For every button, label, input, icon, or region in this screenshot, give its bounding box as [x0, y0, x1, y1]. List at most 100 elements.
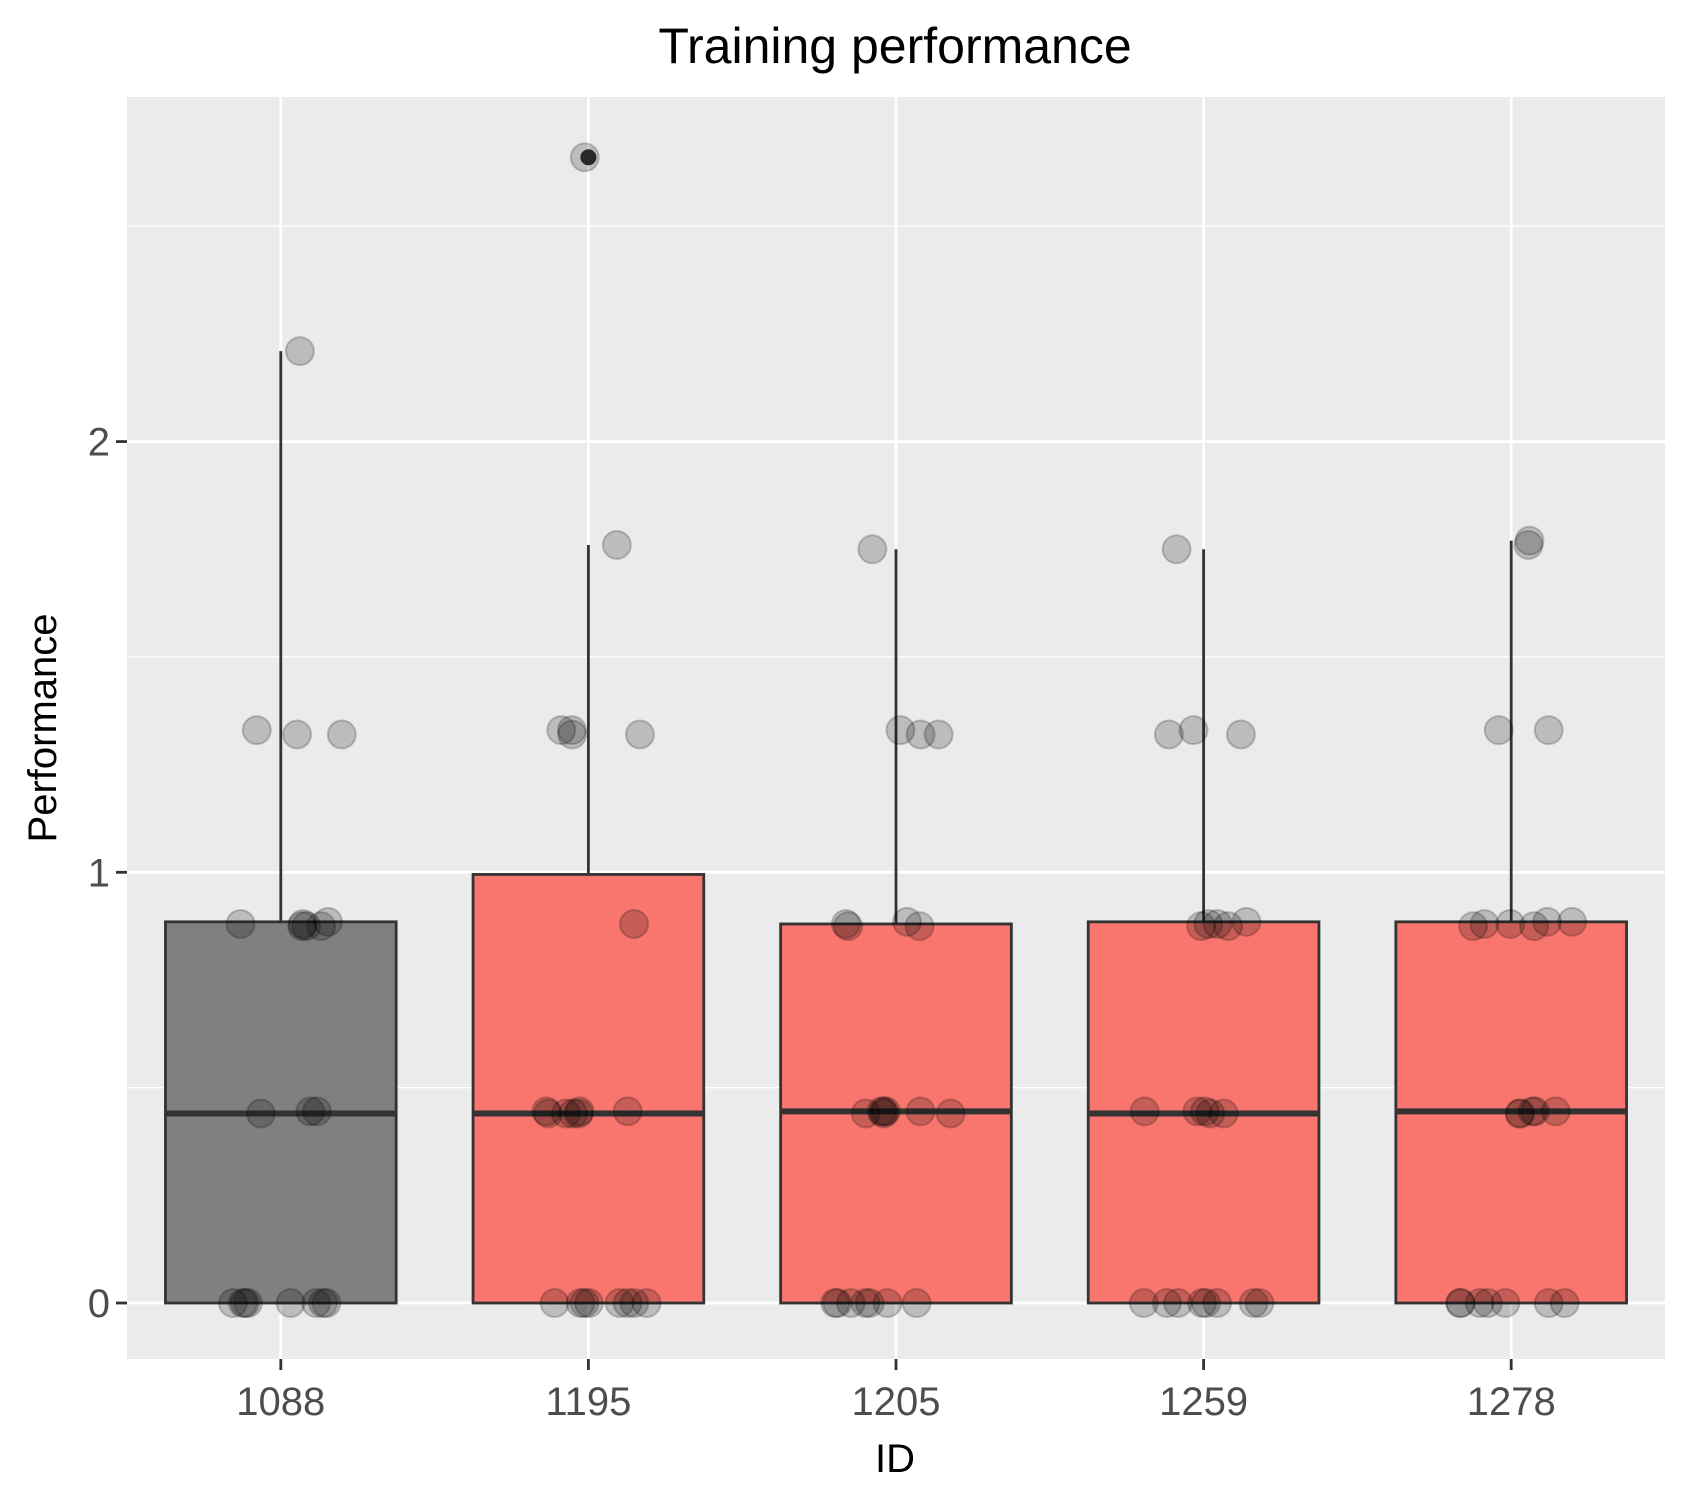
data-point [311, 1288, 342, 1319]
data-point [1513, 529, 1544, 560]
data-point [546, 715, 577, 746]
x-tick-label: 1259 [1159, 1380, 1248, 1424]
data-point [891, 906, 922, 937]
data-point [1178, 715, 1209, 746]
data-point [556, 715, 587, 746]
axes: 0 1 2 1088 1195 1205 1259 1278 [88, 421, 1556, 1424]
data-point [287, 908, 318, 939]
data-point [835, 1288, 866, 1319]
data-point [1483, 715, 1514, 746]
data-point [820, 1288, 851, 1319]
data-point [1129, 1096, 1160, 1127]
data-point [619, 908, 650, 939]
data-point [1162, 1288, 1193, 1319]
data-point [225, 908, 256, 939]
data-point [1190, 1288, 1221, 1319]
data-point [1244, 1288, 1275, 1319]
data-point [1208, 1098, 1239, 1129]
data-point [295, 1096, 326, 1127]
x-tick-label: 1205 [852, 1380, 941, 1424]
data-point [1540, 1096, 1571, 1127]
data-point [301, 1096, 332, 1127]
data-point [1186, 911, 1217, 942]
data-point [870, 1096, 901, 1127]
data-point [1238, 1288, 1269, 1319]
data-point [1504, 1098, 1535, 1129]
data-point [564, 1096, 595, 1127]
data-point [624, 719, 655, 750]
data-point [1532, 906, 1563, 937]
data-point [1490, 1288, 1521, 1319]
data-point [1182, 1096, 1213, 1127]
data-point [1495, 908, 1526, 939]
data-point [868, 1098, 899, 1129]
boxes [164, 873, 1628, 1305]
data-point [539, 1288, 570, 1319]
data-point [301, 1288, 332, 1319]
data-point [1519, 1096, 1550, 1127]
data-point [312, 906, 343, 937]
x-tick-label: 1195 [545, 1380, 631, 1424]
data-point [1514, 525, 1545, 556]
data-point [573, 1288, 604, 1319]
data-point [872, 1288, 903, 1319]
data-point [550, 1098, 581, 1129]
data-point [1557, 906, 1588, 937]
data-point [229, 1288, 260, 1319]
data-point [1458, 911, 1489, 942]
data-point [284, 336, 315, 367]
data-point [533, 1098, 564, 1129]
x-tick-label: 1088 [236, 1380, 325, 1424]
data-point [1213, 911, 1244, 942]
data-point [850, 1288, 881, 1319]
data-point [1202, 908, 1233, 939]
data-point [306, 911, 337, 942]
data-point [923, 719, 954, 750]
data-point [326, 719, 357, 750]
data-point [291, 911, 322, 942]
data-point [227, 1288, 258, 1319]
data-point [612, 1096, 643, 1127]
data-point [619, 1288, 650, 1319]
x-axis-title: ID [875, 1437, 915, 1481]
data-point [935, 1098, 966, 1129]
data-point [1505, 1098, 1536, 1129]
data-point [604, 1288, 635, 1319]
data-point [1231, 906, 1262, 937]
data-point [905, 1096, 936, 1127]
data-point [868, 1096, 899, 1127]
data-point [1153, 719, 1184, 750]
data-point [1533, 715, 1564, 746]
data-point [557, 719, 588, 750]
data-point [1469, 908, 1500, 939]
data-point [601, 529, 632, 560]
data-point [612, 1288, 643, 1319]
y-tick-label: 1 [88, 851, 110, 895]
data-point [1533, 1288, 1564, 1319]
data-point [245, 1098, 276, 1129]
y-tick-label: 0 [88, 1282, 110, 1326]
data-point [287, 911, 318, 942]
y-tick-label: 2 [88, 421, 110, 465]
data-point [850, 1098, 881, 1129]
data-point [563, 1098, 594, 1129]
data-point [1464, 1288, 1495, 1319]
jitter-points [217, 142, 1588, 1319]
data-point [1549, 1288, 1580, 1319]
data-point [904, 911, 935, 942]
data-point [1187, 1288, 1218, 1319]
data-point [1161, 534, 1192, 565]
x-tick-label: 1278 [1467, 1380, 1556, 1424]
data-point [531, 1096, 562, 1127]
data-point [1193, 908, 1224, 939]
data-point [217, 1288, 248, 1319]
data-point [833, 911, 864, 942]
data-point [308, 1288, 339, 1319]
chart-title: Training performance [658, 18, 1131, 74]
data-point [1445, 1288, 1476, 1319]
data-point [830, 908, 861, 939]
data-point [233, 1288, 264, 1319]
outlier-points [580, 149, 597, 166]
data-point [1225, 719, 1256, 750]
data-point [275, 1288, 306, 1319]
